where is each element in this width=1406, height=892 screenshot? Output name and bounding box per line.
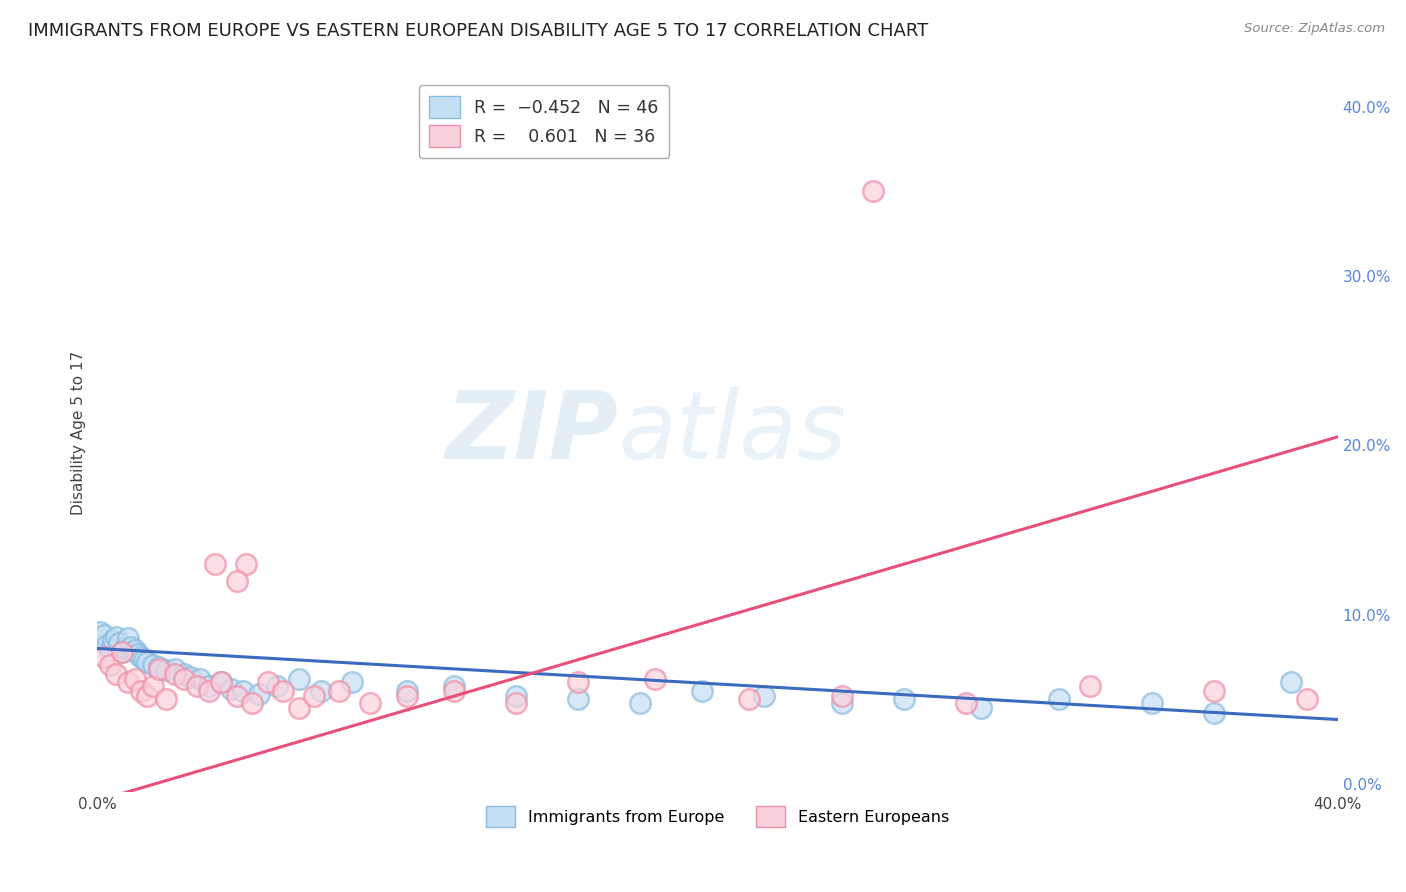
Point xyxy=(644,672,666,686)
Point xyxy=(359,696,381,710)
Point xyxy=(1202,706,1225,720)
Point xyxy=(443,679,465,693)
Text: IMMIGRANTS FROM EUROPE VS EASTERN EUROPEAN DISABILITY AGE 5 TO 17 CORRELATION CH: IMMIGRANTS FROM EUROPE VS EASTERN EUROPE… xyxy=(28,22,928,40)
Point xyxy=(970,700,993,714)
Point xyxy=(127,647,149,661)
Point xyxy=(142,658,165,673)
Point xyxy=(1279,675,1302,690)
Point xyxy=(173,672,195,686)
Point xyxy=(396,689,419,703)
Point xyxy=(1202,683,1225,698)
Point xyxy=(148,662,170,676)
Point xyxy=(96,638,118,652)
Point xyxy=(309,683,332,698)
Point xyxy=(690,683,713,698)
Point xyxy=(567,692,589,706)
Point xyxy=(225,574,247,588)
Point xyxy=(225,689,247,703)
Point xyxy=(101,632,124,647)
Point xyxy=(155,692,177,706)
Point xyxy=(93,649,115,664)
Text: Source: ZipAtlas.com: Source: ZipAtlas.com xyxy=(1244,22,1385,36)
Point xyxy=(163,666,186,681)
Point xyxy=(148,660,170,674)
Text: ZIP: ZIP xyxy=(446,386,619,479)
Point xyxy=(862,185,884,199)
Point xyxy=(104,630,127,644)
Point xyxy=(186,679,208,693)
Point xyxy=(204,557,226,571)
Point xyxy=(188,672,211,686)
Point xyxy=(831,696,853,710)
Point xyxy=(124,672,146,686)
Point xyxy=(111,645,134,659)
Point xyxy=(737,692,759,706)
Point xyxy=(124,643,146,657)
Point xyxy=(98,658,121,673)
Point xyxy=(257,675,280,690)
Point xyxy=(328,683,350,698)
Point xyxy=(111,645,134,659)
Point xyxy=(247,687,270,701)
Point xyxy=(155,664,177,678)
Point xyxy=(129,649,152,664)
Point xyxy=(288,672,311,686)
Point xyxy=(628,696,651,710)
Point xyxy=(142,679,165,693)
Point xyxy=(340,675,363,690)
Legend: Immigrants from Europe, Eastern Europeans: Immigrants from Europe, Eastern European… xyxy=(478,798,957,835)
Point xyxy=(232,683,254,698)
Y-axis label: Disability Age 5 to 17: Disability Age 5 to 17 xyxy=(72,351,86,515)
Point xyxy=(98,643,121,657)
Point xyxy=(209,675,232,690)
Point xyxy=(288,700,311,714)
Point xyxy=(396,683,419,698)
Point xyxy=(114,641,136,656)
Point xyxy=(129,683,152,698)
Point xyxy=(219,681,242,696)
Point xyxy=(505,689,527,703)
Point xyxy=(505,696,527,710)
Point xyxy=(443,683,465,698)
Point xyxy=(831,689,853,703)
Point xyxy=(93,628,115,642)
Point xyxy=(266,679,288,693)
Point xyxy=(117,632,139,646)
Point xyxy=(89,624,111,639)
Point xyxy=(955,696,977,710)
Point xyxy=(752,689,775,703)
Point xyxy=(209,675,232,690)
Point xyxy=(1047,692,1070,706)
Point xyxy=(567,675,589,690)
Point xyxy=(198,683,221,698)
Point xyxy=(1295,692,1317,706)
Point xyxy=(304,689,326,703)
Point xyxy=(235,557,257,571)
Point xyxy=(120,640,142,654)
Point xyxy=(198,679,221,693)
Point xyxy=(132,651,155,665)
Point xyxy=(173,666,195,681)
Point xyxy=(117,675,139,690)
Point xyxy=(242,696,264,710)
Point xyxy=(1078,679,1101,693)
Point xyxy=(136,689,159,703)
Point xyxy=(163,662,186,676)
Text: atlas: atlas xyxy=(619,387,846,478)
Point xyxy=(1140,696,1163,710)
Point xyxy=(179,670,201,684)
Point xyxy=(136,655,159,669)
Point xyxy=(273,683,295,698)
Point xyxy=(108,636,131,650)
Point xyxy=(104,666,127,681)
Point xyxy=(893,692,915,706)
